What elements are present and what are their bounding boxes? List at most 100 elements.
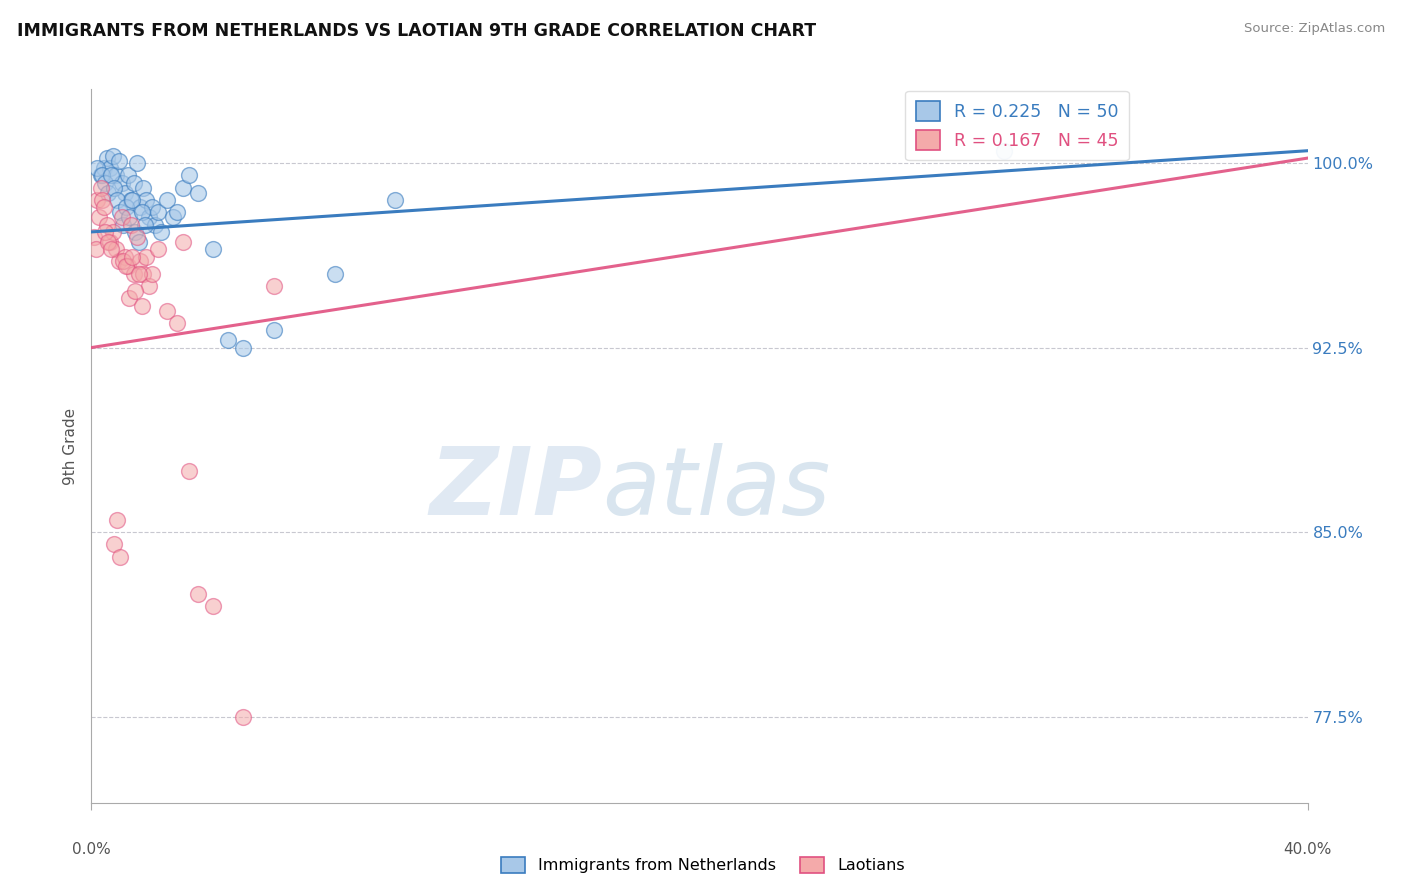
Point (115, 200, 138, 214)
Point (202, 599, 225, 613)
Point (141, 200, 163, 214)
Point (98, 161, 121, 175)
Point (132, 267, 155, 281)
Point (94, 176, 117, 190)
Point (177, 464, 200, 478)
Point (217, 333, 239, 347)
Point (150, 225, 173, 239)
Point (87, 210, 110, 224)
Point (124, 225, 146, 239)
Point (384, 193, 406, 207)
Point (94, 225, 117, 239)
Point (131, 205, 153, 219)
Point (107, 254, 129, 268)
Text: 0.0%: 0.0% (72, 842, 111, 857)
Point (166, 205, 188, 219)
Point (202, 242, 225, 256)
Y-axis label: 9th Grade: 9th Grade (63, 408, 79, 484)
Point (118, 210, 141, 224)
Point (111, 176, 134, 190)
Point (103, 537, 125, 551)
Point (138, 279, 160, 293)
Point (131, 299, 153, 313)
Point (97, 186, 120, 200)
Point (100, 242, 122, 256)
Point (97, 235, 120, 249)
Point (96, 218, 118, 232)
Point (114, 250, 136, 264)
Point (263, 279, 285, 293)
Point (135, 250, 157, 264)
Point (86, 161, 108, 175)
Point (91, 169, 114, 183)
Point (84, 242, 107, 256)
Point (110, 549, 132, 564)
Point (117, 169, 139, 183)
Text: ZIP: ZIP (429, 442, 602, 535)
Text: Source: ZipAtlas.com: Source: ZipAtlas.com (1244, 22, 1385, 36)
Point (93, 200, 115, 214)
Point (111, 210, 134, 224)
Text: IMMIGRANTS FROM NETHERLANDS VS LAOTIAN 9TH GRADE CORRELATION CHART: IMMIGRANTS FROM NETHERLANDS VS LAOTIAN 9… (17, 22, 815, 40)
Point (101, 148, 124, 162)
Point (172, 235, 194, 249)
Point (103, 180, 125, 194)
Point (122, 267, 145, 281)
Point (166, 316, 188, 330)
Point (121, 193, 143, 207)
Point (115, 260, 138, 274)
Point (98, 235, 121, 249)
Text: atlas: atlas (602, 443, 831, 534)
Point (114, 186, 136, 200)
Point (89, 180, 111, 194)
Point (122, 176, 145, 190)
Point (232, 709, 254, 723)
Legend: R = 0.225   N = 50, R = 0.167   N = 45: R = 0.225 N = 50, R = 0.167 N = 45 (905, 91, 1129, 161)
Point (129, 200, 152, 214)
Point (93, 161, 115, 175)
Point (162, 210, 184, 224)
Point (86, 193, 108, 207)
Point (91, 193, 114, 207)
Point (177, 169, 200, 183)
Point (105, 193, 128, 207)
Point (104, 242, 127, 256)
Point (124, 284, 146, 298)
Point (118, 291, 141, 305)
Point (263, 323, 285, 337)
Point (107, 153, 129, 168)
Point (101, 225, 124, 239)
Point (129, 254, 152, 268)
Point (148, 205, 170, 219)
Point (143, 218, 166, 232)
Point (117, 260, 139, 274)
Legend: Immigrants from Netherlands, Laotians: Immigrants from Netherlands, Laotians (495, 850, 911, 880)
Point (83, 230, 105, 244)
Point (112, 254, 135, 268)
Point (232, 341, 254, 355)
Point (156, 303, 179, 318)
Point (120, 193, 142, 207)
Point (187, 186, 209, 200)
Point (132, 180, 155, 194)
Point (96, 151, 118, 165)
Point (110, 205, 132, 219)
Point (104, 169, 127, 183)
Point (323, 267, 346, 281)
Point (121, 250, 143, 264)
Point (125, 156, 148, 170)
Point (105, 513, 128, 527)
Point (125, 230, 148, 244)
Point (112, 218, 135, 232)
Point (120, 218, 142, 232)
Point (993, 144, 1015, 158)
Point (148, 242, 170, 256)
Point (156, 193, 179, 207)
Point (89, 169, 111, 183)
Point (100, 169, 122, 183)
Point (134, 218, 156, 232)
Point (128, 235, 150, 249)
Point (135, 193, 157, 207)
Point (128, 267, 150, 281)
Point (138, 210, 160, 224)
